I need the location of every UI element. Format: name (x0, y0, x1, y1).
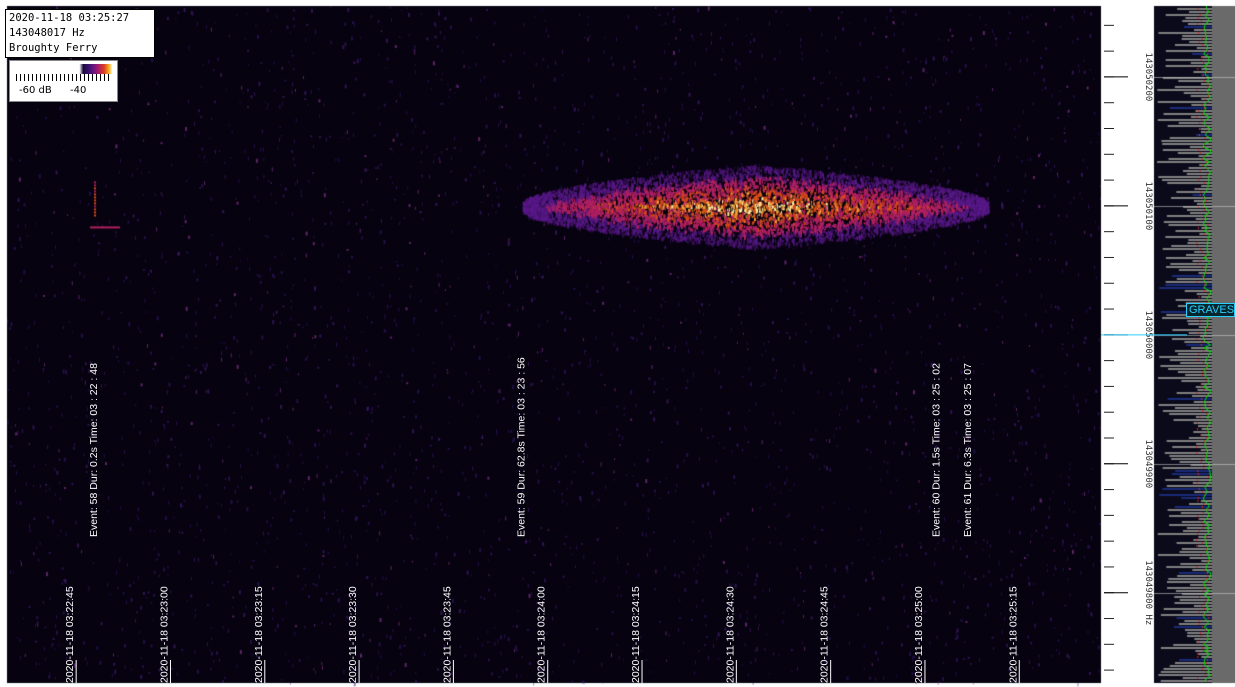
frequency-text: 143048017 Hz (9, 27, 85, 39)
graves-marker-label: GRAVES (1186, 303, 1235, 317)
time-tick-label: 2020-11-18 03:24:45 (819, 586, 831, 683)
db-ticks (16, 74, 112, 81)
db-scale-legend: -60 dB -40 (9, 60, 118, 102)
event-annotation: Event: 59 Dur: 62.8s Time: 03 : 23 : 56 (516, 357, 528, 537)
event-annotation: Event: 58 Dur: 0.2s Time: 03 : 22 : 48 (88, 363, 100, 537)
freq-tick-label: 143049800 Hz (1143, 560, 1153, 625)
db-label-high: -40 (70, 85, 87, 96)
freq-tick-label: 143049900 (1143, 439, 1153, 488)
event-annotation: Event: 61 Dur: 6.3s Time: 03 : 25 : 07 (962, 363, 974, 537)
freq-tick-label: 143050200 (1143, 53, 1153, 102)
timestamp-text: 2020-11-18 03:25:27 (9, 12, 130, 24)
time-tick-label: 2020-11-18 03:24:30 (724, 586, 736, 683)
time-tick-label: 2020-11-18 03:23:00 (158, 586, 170, 683)
time-tick-label: 2020-11-18 03:22:45 (64, 586, 76, 683)
location-text: Broughty Ferry (9, 42, 98, 54)
time-tick-label: 2020-11-18 03:23:45 (441, 586, 453, 683)
time-tick-label: 2020-11-18 03:25:15 (1007, 586, 1019, 683)
time-tick-label: 2020-11-18 03:25:00 (913, 586, 925, 683)
time-tick-label: 2020-11-18 03:24:15 (630, 586, 642, 683)
db-label-low: -60 dB (19, 85, 52, 96)
time-tick-label: 2020-11-18 03:23:15 (253, 586, 265, 683)
time-tick-label: 2020-11-18 03:23:30 (347, 586, 359, 683)
time-tick-label: 2020-11-18 03:24:00 (536, 586, 548, 683)
db-color-bar (16, 64, 112, 74)
info-box: 2020-11-18 03:25:27 143048017 Hz Brought… (5, 9, 155, 58)
freq-tick-label: 143050100 (1143, 181, 1153, 230)
event-annotation: Event: 60 Dur: 1.5s Time: 03 : 25 : 02 (931, 363, 943, 537)
